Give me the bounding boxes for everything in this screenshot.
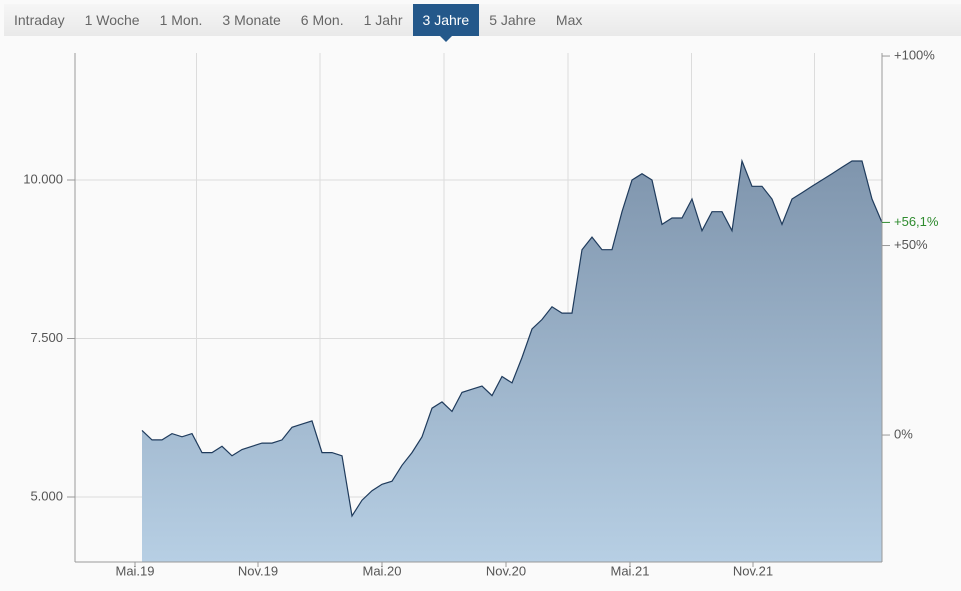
x-tick-label: Mai.20 — [362, 563, 401, 578]
area-fill — [142, 161, 882, 562]
y2-tick-label: 0% — [894, 426, 913, 441]
range-tab[interactable]: 1 Woche — [84, 12, 140, 28]
x-tick-label: Nov.19 — [238, 563, 278, 578]
line — [141, 158, 883, 518]
y-tick-label: 7.500 — [30, 330, 63, 345]
y-tick-label: 10.000 — [23, 171, 63, 186]
range-tab[interactable]: 1 Jahr — [363, 12, 403, 28]
range-tab[interactable]: 3 Jahre — [412, 4, 480, 42]
range-tabs: Intraday 1 Woche 1 Mon. 3 Monate 6 Mon. 1 Jah… — [4, 4, 961, 42]
y2-tick-label: +50% — [894, 237, 928, 252]
x-tick-label: Nov.21 — [733, 563, 773, 578]
range-tab[interactable]: 5 Jahre — [489, 12, 536, 28]
annotation-label: +56,1% — [894, 214, 939, 229]
range-tab[interactable]: 3 Monate — [222, 12, 281, 28]
y2-tick-label: +100% — [894, 47, 935, 62]
x-tick-label: Nov.20 — [486, 563, 526, 578]
range-tab[interactable]: Max — [555, 12, 583, 28]
y-tick-label: 5.000 — [30, 488, 63, 503]
x-tick-label: Mai.19 — [115, 563, 154, 578]
range-tab[interactable]: 1 Mon. — [159, 12, 203, 28]
range-tab[interactable]: Intraday — [14, 12, 65, 28]
range-tab[interactable]: 6 Mon. — [300, 12, 344, 28]
x-tick-label: Mai.21 — [610, 563, 649, 578]
